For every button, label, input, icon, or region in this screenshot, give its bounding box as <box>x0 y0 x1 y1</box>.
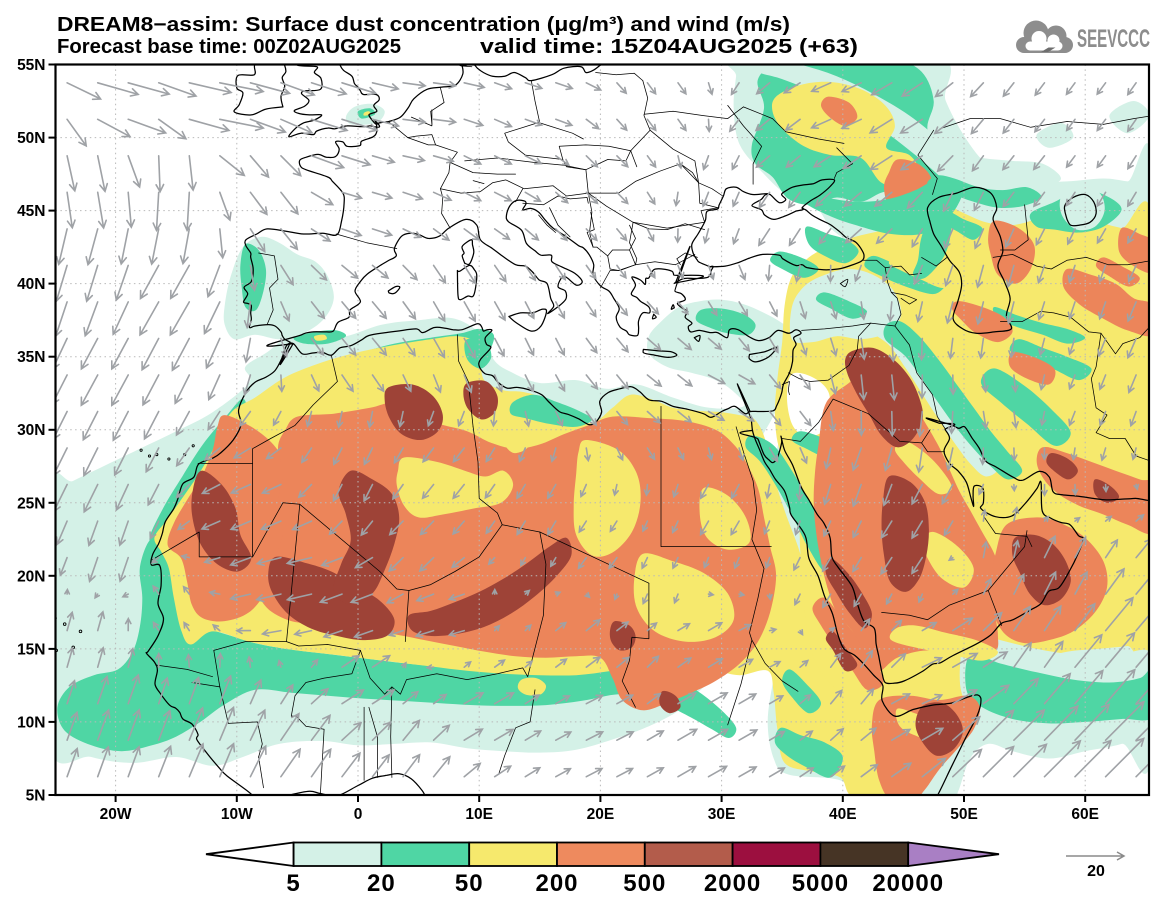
svg-text:20N: 20N <box>17 568 45 585</box>
svg-text:40N: 40N <box>17 276 45 293</box>
svg-text:50E: 50E <box>950 806 978 823</box>
svg-text:DREAM8−assim: Surface dust con: DREAM8−assim: Surface dust concentration… <box>57 14 790 36</box>
svg-text:40E: 40E <box>829 806 857 823</box>
svg-text:SEEVCCC: SEEVCCC <box>1077 25 1150 53</box>
svg-text:60E: 60E <box>1071 806 1099 823</box>
svg-text:5N: 5N <box>26 788 46 805</box>
svg-text:30N: 30N <box>17 422 45 439</box>
svg-text:55N: 55N <box>17 57 45 74</box>
svg-text:50N: 50N <box>17 130 45 147</box>
svg-text:45N: 45N <box>17 203 45 220</box>
svg-text:20E: 20E <box>587 806 615 823</box>
svg-text:2000: 2000 <box>704 870 761 897</box>
svg-text:0: 0 <box>354 806 363 823</box>
svg-text:20: 20 <box>1087 863 1105 880</box>
svg-text:10W: 10W <box>221 806 253 823</box>
svg-text:15N: 15N <box>17 641 45 658</box>
svg-text:200: 200 <box>535 870 578 897</box>
svg-text:10N: 10N <box>17 714 45 731</box>
svg-text:20W: 20W <box>100 806 132 823</box>
svg-text:10E: 10E <box>465 806 493 823</box>
svg-text:Forecast base time: 00Z02AUG20: Forecast base time: 00Z02AUG2025 <box>57 36 401 58</box>
svg-text:35N: 35N <box>17 349 45 366</box>
svg-text:20000: 20000 <box>872 870 944 897</box>
svg-text:500: 500 <box>623 870 666 897</box>
svg-text:50: 50 <box>455 870 484 897</box>
svg-text:20: 20 <box>367 870 396 897</box>
svg-text:30E: 30E <box>708 806 736 823</box>
svg-text:5: 5 <box>286 870 300 897</box>
svg-text:5000: 5000 <box>792 870 849 897</box>
svg-text:valid time: 15Z04AUG2025 (+63): valid time: 15Z04AUG2025 (+63) <box>480 36 858 58</box>
svg-text:25N: 25N <box>17 495 45 512</box>
